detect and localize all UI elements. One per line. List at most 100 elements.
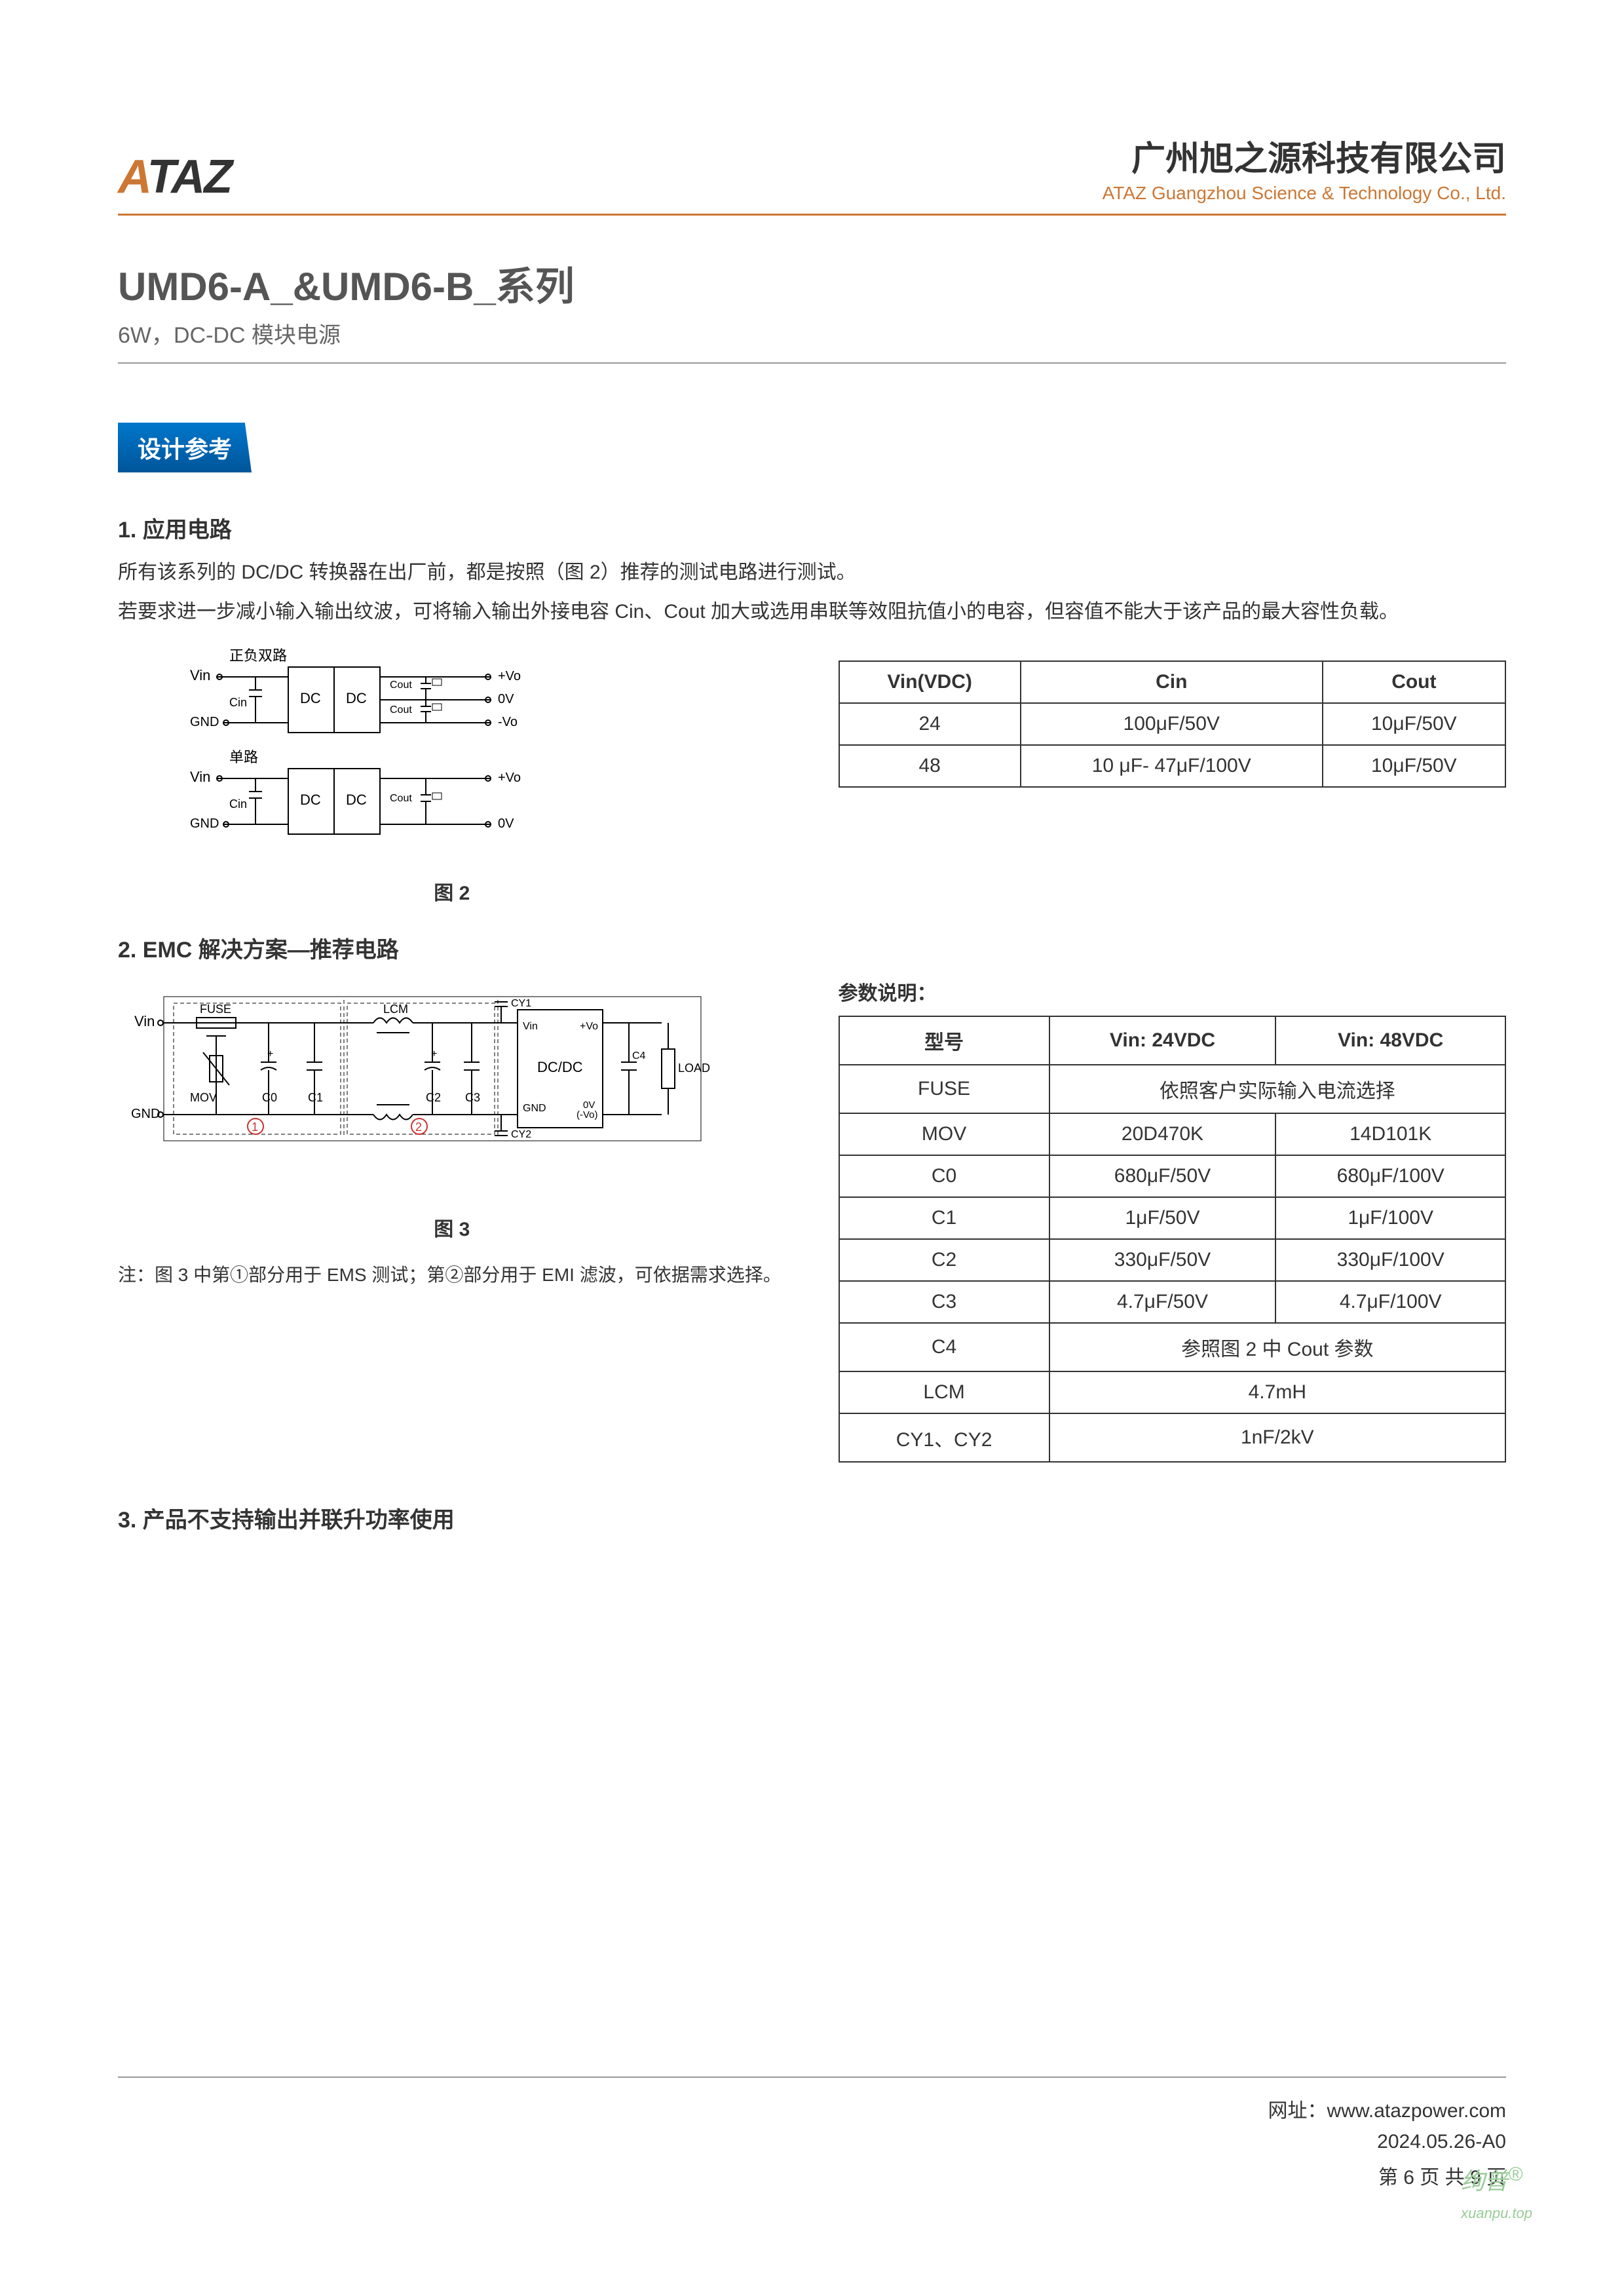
table-cell: 330μF/50V [1049, 1239, 1276, 1281]
t2-h2: Vin: 48VDC [1275, 1016, 1505, 1065]
svg-text:CY2: CY2 [511, 1129, 531, 1140]
svg-text:(-Vo): (-Vo) [576, 1109, 598, 1120]
table-cin-cout: Vin(VDC) Cin Cout 24100μF/50V10μF/50V481… [839, 660, 1507, 788]
table-cell: 100μF/50V [1021, 703, 1323, 745]
footer-date: 2024.05.26-A0 [118, 2131, 1506, 2153]
table-row: C2330μF/50V330μF/100V [839, 1239, 1506, 1281]
table-cell: 680μF/100V [1275, 1155, 1505, 1197]
table-cell-label: C1 [839, 1197, 1049, 1239]
svg-text:Cout: Cout [390, 793, 412, 804]
table-cell-label: C4 [839, 1323, 1049, 1371]
svg-text:GND: GND [190, 715, 219, 729]
table-cell: 1μF/100V [1275, 1197, 1505, 1239]
section-badge-design-ref: 设计参考 [118, 423, 252, 472]
svg-text:C1: C1 [308, 1091, 323, 1104]
watermark: 绚普® xuanpu.top [1461, 2162, 1532, 2224]
diagram-3-note: 注：图 3 中第①部分用于 EMS 测试；第②部分用于 EMI 滤波，可依据需求… [118, 1261, 786, 1289]
logo: ATAZ [118, 150, 231, 204]
diagram-2: 正负双路 Vin GND Cin DC [118, 641, 786, 912]
subsection-3-title: 3. 产品不支持输出并联升功率使用 [118, 1502, 1506, 1534]
watermark-sup: ® [1508, 2164, 1522, 2185]
table-cell: 1μF/50V [1049, 1197, 1276, 1239]
svg-text:+Vo: +Vo [498, 669, 521, 683]
t1-h0: Vin(VDC) [839, 661, 1021, 703]
table-cell: 330μF/100V [1275, 1239, 1505, 1281]
svg-text:FUSE: FUSE [200, 1003, 231, 1016]
table-cell-label: CY1、CY2 [839, 1413, 1049, 1462]
svg-text:单路: 单路 [229, 749, 258, 765]
company-name-en: ATAZ Guangzhou Science & Technology Co.,… [1103, 183, 1506, 204]
product-title: UMD6-A_&UMD6-B_系列 [118, 255, 1506, 312]
desc-text-1: 所有该系列的 DC/DC 转换器在出厂前，都是按照（图 2）推荐的测试电路进行测… [118, 557, 1506, 588]
table-row: 4810 μF- 47μF/100V10μF/50V [839, 745, 1506, 787]
table-cell: 1nF/2kV [1049, 1413, 1505, 1462]
table-cell: 10μF/50V [1323, 745, 1505, 787]
table-cell: 依照客户实际输入电流选择 [1049, 1065, 1505, 1113]
table-cell: 4.7mH [1049, 1371, 1505, 1413]
svg-text:Vin: Vin [190, 769, 210, 785]
table-cell: 10μF/50V [1323, 703, 1505, 745]
diagram-2-caption: 图 2 [124, 877, 780, 906]
table-cell: 10 μF- 47μF/100V [1021, 745, 1323, 787]
svg-text:DC: DC [300, 792, 321, 808]
svg-text:GND: GND [190, 816, 219, 831]
svg-text:+: + [267, 1048, 273, 1060]
svg-text:Cout: Cout [390, 704, 412, 716]
svg-text:Cout: Cout [390, 679, 412, 691]
watermark-sub: xuanpu.top [1461, 2205, 1532, 2221]
table-cell: 680μF/50V [1049, 1155, 1276, 1197]
svg-text:+Vo: +Vo [498, 771, 521, 785]
page-header: ATAZ 广州旭之源科技有限公司 ATAZ Guangzhou Science … [118, 131, 1506, 216]
company-block: 广州旭之源科技有限公司 ATAZ Guangzhou Science & Tec… [1103, 131, 1506, 204]
table-row: MOV20D470K14D101K [839, 1113, 1506, 1155]
subsection-2-title: 2. EMC 解决方案—推荐电路 [118, 932, 1506, 964]
svg-text:Cin: Cin [229, 797, 247, 811]
page-footer: 网址：www.atazpower.com 2024.05.26-A0 第 6 页… [118, 2076, 1506, 2198]
company-name-cn: 广州旭之源科技有限公司 [1103, 131, 1506, 180]
table-row: C11μF/50V1μF/100V [839, 1197, 1506, 1239]
svg-text:C2: C2 [426, 1091, 441, 1104]
table-cell-label: C3 [839, 1281, 1049, 1323]
row-diagram3-table2: Vin FUSE GND MOV [118, 977, 1506, 1463]
svg-text:+Vo: +Vo [580, 1021, 598, 1032]
svg-text:DC: DC [300, 690, 321, 706]
svg-text:GND: GND [523, 1103, 546, 1114]
footer-page: 第 6 页 共 9 页 [118, 2161, 1506, 2190]
watermark-main: 绚普 [1461, 2168, 1508, 2194]
svg-text:CY1: CY1 [511, 998, 531, 1009]
t1-h1: Cin [1021, 661, 1323, 703]
svg-text:LCM: LCM [383, 1003, 408, 1016]
table-row: LCM4.7mH [839, 1371, 1506, 1413]
table-row: C34.7μF/50V4.7μF/100V [839, 1281, 1506, 1323]
table-cell: 14D101K [1275, 1113, 1505, 1155]
svg-text:C3: C3 [465, 1091, 480, 1104]
table-cell: 参照图 2 中 Cout 参数 [1049, 1323, 1505, 1371]
table-cell-label: MOV [839, 1113, 1049, 1155]
t1-h2: Cout [1323, 661, 1505, 703]
svg-text:Vin: Vin [190, 667, 210, 683]
table-cell: 24 [839, 703, 1021, 745]
desc-text-2: 若要求进一步减小输入输出纹波，可将输入输出外接电容 Cin、Cout 加大或选用… [118, 596, 1506, 628]
svg-text:DC: DC [346, 690, 367, 706]
table-row: C4参照图 2 中 Cout 参数 [839, 1323, 1506, 1371]
table-cell: 4.7μF/50V [1049, 1281, 1276, 1323]
svg-text:Vin: Vin [134, 1013, 155, 1029]
diagram-3-caption: 图 3 [124, 1213, 780, 1242]
footer-website-label: 网址： [1268, 2100, 1327, 2122]
svg-text:+: + [431, 1048, 437, 1060]
table-cell: 4.7μF/100V [1275, 1281, 1505, 1323]
table-emc-params: 型号 Vin: 24VDC Vin: 48VDC FUSE依照客户实际输入电流选… [839, 1016, 1507, 1463]
table-cell: 20D470K [1049, 1113, 1276, 1155]
table-cell: 48 [839, 745, 1021, 787]
table-row: 24100μF/50V10μF/50V [839, 703, 1506, 745]
t2-h1: Vin: 24VDC [1049, 1016, 1276, 1065]
svg-text:DC: DC [346, 792, 367, 808]
table-cell-label: C2 [839, 1239, 1049, 1281]
svg-text:C4: C4 [632, 1050, 646, 1062]
footer-website: www.atazpower.com [1327, 2100, 1506, 2122]
logo-text-rest: TAZ [147, 151, 232, 203]
subsection-1-title: 1. 应用电路 [118, 512, 1506, 544]
t2-h0: 型号 [839, 1016, 1049, 1065]
svg-text:LOAD: LOAD [678, 1062, 710, 1075]
row-diagram2-table1: 正负双路 Vin GND Cin DC [118, 641, 1506, 912]
